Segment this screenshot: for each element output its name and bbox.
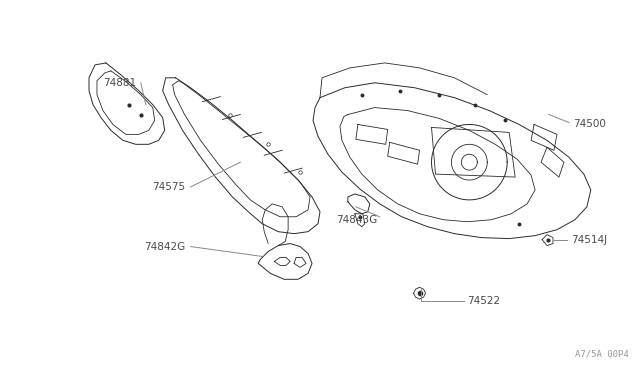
Text: 74881: 74881 xyxy=(102,78,136,88)
Text: 74522: 74522 xyxy=(467,296,500,306)
Text: 74843G: 74843G xyxy=(337,215,378,225)
Text: 74842G: 74842G xyxy=(145,241,186,251)
Text: 74514J: 74514J xyxy=(571,235,607,245)
Text: 74575: 74575 xyxy=(152,182,186,192)
Text: A7/5A 00P4: A7/5A 00P4 xyxy=(575,350,628,359)
Text: 74500: 74500 xyxy=(573,119,606,129)
